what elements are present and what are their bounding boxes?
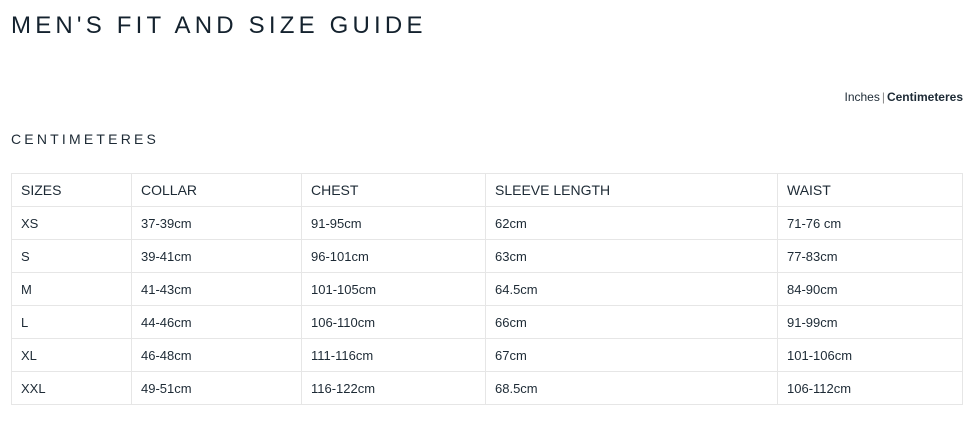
unit-separator: | — [881, 90, 885, 104]
table-cell: 41-43cm — [131, 272, 302, 306]
inches-link[interactable]: Inches — [844, 90, 880, 104]
table-cell: 46-48cm — [131, 338, 302, 372]
table-cell: 67cm — [485, 338, 778, 372]
column-header: WAIST — [777, 173, 963, 207]
table-cell: L — [11, 305, 132, 339]
table-cell: 96-101cm — [301, 239, 486, 273]
table-cell: 91-95cm — [301, 206, 486, 240]
table-row: XL 46-48cm 111-116cm 67cm 101-106cm — [11, 338, 963, 372]
table-header-row: SIZES COLLAR CHEST SLEEVE LENGTH WAIST — [11, 173, 963, 207]
table-row: S 39-41cm 96-101cm 63cm 77-83cm — [11, 239, 963, 273]
table-cell: 71-76 cm — [777, 206, 963, 240]
table-cell: 66cm — [485, 305, 778, 339]
table-cell: 44-46cm — [131, 305, 302, 339]
table-cell: 39-41cm — [131, 239, 302, 273]
table-cell: 101-105cm — [301, 272, 486, 306]
table-cell: M — [11, 272, 132, 306]
unit-toggle: Inches | Centimeteres — [844, 90, 963, 104]
table-row: M 41-43cm 101-105cm 64.5cm 84-90cm — [11, 272, 963, 306]
table-cell: 91-99cm — [777, 305, 963, 339]
table-cell: 64.5cm — [485, 272, 778, 306]
centimeters-link[interactable]: Centimeteres — [886, 90, 963, 104]
table-cell: 106-110cm — [301, 305, 486, 339]
section-title: CENTIMETERES — [11, 131, 160, 147]
table-cell: 49-51cm — [131, 371, 302, 405]
table-row: L 44-46cm 106-110cm 66cm 91-99cm — [11, 305, 963, 339]
size-table: SIZES COLLAR CHEST SLEEVE LENGTH WAIST XS 37-… — [11, 173, 963, 405]
table-cell: 63cm — [485, 239, 778, 273]
table-cell: 101-106cm — [777, 338, 963, 372]
table-cell: S — [11, 239, 132, 273]
column-header: COLLAR — [131, 173, 302, 207]
table-cell: 62cm — [485, 206, 778, 240]
table-row: XS 37-39cm 91-95cm 62cm 71-76 cm — [11, 206, 963, 240]
column-header: CHEST — [301, 173, 486, 207]
table-row: XXL 49-51cm 116-122cm 68.5cm 106-112cm — [11, 371, 963, 405]
page-title: MEN'S FIT AND SIZE GUIDE — [11, 12, 427, 39]
table-cell: XXL — [11, 371, 132, 405]
table-cell: 77-83cm — [777, 239, 963, 273]
column-header: SLEEVE LENGTH — [485, 173, 778, 207]
table-cell: 106-112cm — [777, 371, 963, 405]
table-cell: XL — [11, 338, 132, 372]
table-cell: 111-116cm — [301, 338, 486, 372]
table-cell: 68.5cm — [485, 371, 778, 405]
table-cell: 116-122cm — [301, 371, 486, 405]
table-cell: 37-39cm — [131, 206, 302, 240]
table-cell: 84-90cm — [777, 272, 963, 306]
table-cell: XS — [11, 206, 132, 240]
column-header: SIZES — [11, 173, 132, 207]
